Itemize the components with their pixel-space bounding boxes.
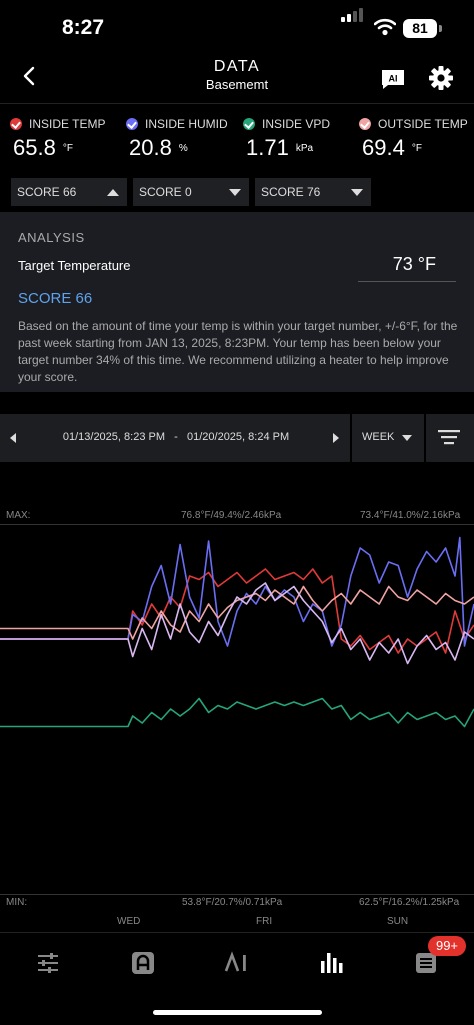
status-time: 8:27	[62, 16, 105, 39]
check-icon	[359, 118, 371, 130]
max-value-right: 73.4°F/41.0%/2.16kPa	[360, 510, 461, 521]
analysis-description: Based on the amount of time your temp is…	[18, 319, 458, 384]
series-line-inside_vpd	[0, 697, 474, 728]
ai-chat-icon[interactable]: AI	[380, 68, 406, 90]
check-icon	[10, 118, 22, 130]
min-value-right: 62.5°F/16.2%/1.25kPa	[359, 897, 460, 908]
metric-inside-vpd: INSIDE VPD 1.71 kPa	[243, 117, 330, 161]
page-title: DATA	[213, 58, 261, 75]
list-icon[interactable]	[414, 951, 438, 975]
date-range-bar: 01/13/2025, 8:23 PM - 01/20/2025, 8:24 P…	[0, 414, 474, 462]
series-line-inside_humid	[0, 536, 474, 647]
metric-outside-temp: OUTSIDE TEMP 69.4 °F	[359, 117, 468, 161]
chart-plot	[0, 524, 474, 895]
gear-icon[interactable]	[428, 65, 454, 91]
check-icon	[243, 118, 255, 130]
analysis-label: ANALYSIS	[18, 230, 85, 245]
filter-icon[interactable]	[438, 428, 460, 446]
wifi-icon	[374, 18, 396, 36]
metric-inside-temp: INSIDE TEMP 65.8 °F	[10, 117, 105, 161]
status-bar: 8:27 81	[0, 0, 474, 54]
notification-badge: 99+	[428, 936, 466, 956]
series-line-inside_temp	[0, 568, 474, 654]
x-label-wed: WED	[117, 916, 141, 927]
score-dropdown-temp[interactable]: SCORE 66	[11, 178, 127, 206]
home-indicator	[153, 1010, 322, 1015]
next-range-icon[interactable]	[333, 433, 339, 443]
previous-range-icon[interactable]	[10, 433, 16, 443]
x-label-fri: FRI	[256, 916, 273, 927]
data-chart[interactable]: MAX: 76.8°F/49.4%/2.46kPa 73.4°F/41.0%/2…	[0, 500, 474, 932]
chevron-down-icon	[351, 189, 363, 196]
period-dropdown[interactable]: WEEK	[362, 431, 395, 443]
score-dropdown-vpd[interactable]: SCORE 76	[255, 178, 371, 206]
min-value-left: 53.8°F/20.7%/0.71kPa	[182, 897, 283, 908]
auto-mode-icon[interactable]	[131, 951, 155, 975]
page-subtitle: Basememt	[205, 77, 269, 92]
max-label: MAX:	[6, 510, 31, 521]
series-line-lilac	[0, 582, 474, 665]
x-label-sun: SUN	[387, 916, 409, 927]
min-label: MIN:	[6, 897, 28, 908]
chevron-up-icon	[107, 189, 119, 196]
target-label: Target Temperature	[18, 258, 131, 273]
svg-text:AI: AI	[389, 74, 398, 84]
back-icon[interactable]	[18, 64, 42, 88]
nav-header: DATA Basememt AI	[0, 54, 474, 102]
chevron-down-icon	[402, 435, 412, 441]
ai-icon[interactable]	[224, 951, 248, 975]
battery-icon: 81	[403, 19, 437, 38]
check-icon	[126, 118, 138, 130]
max-value-left: 76.8°F/49.4%/2.46kPa	[181, 510, 282, 521]
chevron-down-icon	[229, 189, 241, 196]
bar-chart-icon[interactable]	[320, 951, 344, 975]
tab-bar	[0, 932, 474, 1025]
sliders-icon[interactable]	[36, 951, 60, 975]
metric-inside-humid: INSIDE HUMID 20.8%	[126, 117, 228, 161]
date-range-text: 01/13/2025, 8:23 PM - 01/20/2025, 8:24 P…	[62, 431, 290, 443]
analysis-panel: ANALYSIS Target Temperature 73 °F SCORE …	[0, 212, 474, 392]
analysis-score: SCORE 66	[18, 290, 93, 307]
target-temperature-field[interactable]: 73 °F	[358, 254, 456, 282]
score-dropdown-humid[interactable]: SCORE 0	[133, 178, 249, 206]
